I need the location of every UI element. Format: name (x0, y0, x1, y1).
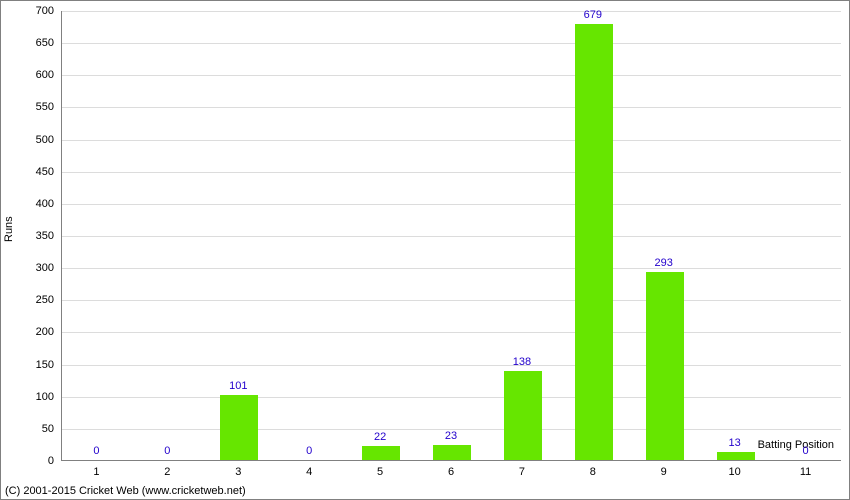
gridline (62, 43, 841, 44)
gridline (62, 236, 841, 237)
gridline (62, 397, 841, 398)
y-tick-label: 650 (14, 37, 54, 49)
value-label: 0 (306, 445, 312, 457)
x-tick-label: 3 (235, 466, 241, 478)
bar (575, 24, 613, 461)
y-tick-label: 250 (14, 294, 54, 306)
y-tick-label: 450 (14, 166, 54, 178)
y-tick-label: 200 (14, 326, 54, 338)
plot-area (61, 11, 841, 461)
y-tick-label: 550 (14, 101, 54, 113)
bar (646, 272, 684, 460)
y-tick-label: 150 (14, 359, 54, 371)
gridline (62, 365, 841, 366)
gridline (62, 11, 841, 12)
y-tick-label: 600 (14, 69, 54, 81)
copyright-text: (C) 2001-2015 Cricket Web (www.cricketwe… (5, 485, 246, 497)
y-tick-label: 400 (14, 198, 54, 210)
gridline (62, 75, 841, 76)
x-tick-label: 5 (377, 466, 383, 478)
y-tick-label: 500 (14, 134, 54, 146)
value-label: 0 (93, 445, 99, 457)
x-tick-label: 9 (661, 466, 667, 478)
x-tick-label: 2 (164, 466, 170, 478)
value-label: 293 (655, 257, 673, 269)
x-tick-label: 8 (590, 466, 596, 478)
x-tick-label: 10 (729, 466, 741, 478)
y-tick-label: 350 (14, 230, 54, 242)
value-label: 13 (729, 437, 741, 449)
x-tick-label: 4 (306, 466, 312, 478)
y-tick-label: 0 (14, 455, 54, 467)
value-label: 101 (229, 380, 247, 392)
bar (717, 452, 755, 460)
gridline (62, 107, 841, 108)
y-tick-label: 700 (14, 5, 54, 17)
bar (220, 395, 258, 460)
y-tick-label: 50 (14, 423, 54, 435)
value-label: 138 (513, 356, 531, 368)
x-tick-label: 7 (519, 466, 525, 478)
y-tick-label: 100 (14, 391, 54, 403)
gridline (62, 268, 841, 269)
value-label: 23 (445, 430, 457, 442)
x-tick-label: 11 (800, 466, 811, 478)
x-axis-title: Batting Position (758, 439, 834, 451)
bar (433, 445, 471, 460)
value-label: 0 (802, 445, 808, 457)
gridline (62, 300, 841, 301)
chart-container: Runs Batting Position (C) 2001-2015 Cric… (0, 0, 850, 500)
x-tick-label: 1 (93, 466, 99, 478)
value-label: 679 (584, 9, 602, 21)
bar (362, 446, 400, 460)
gridline (62, 332, 841, 333)
value-label: 0 (164, 445, 170, 457)
x-tick-label: 6 (448, 466, 454, 478)
value-label: 22 (374, 431, 386, 443)
bar (504, 371, 542, 460)
y-tick-label: 300 (14, 262, 54, 274)
gridline (62, 140, 841, 141)
gridline (62, 204, 841, 205)
gridline (62, 172, 841, 173)
